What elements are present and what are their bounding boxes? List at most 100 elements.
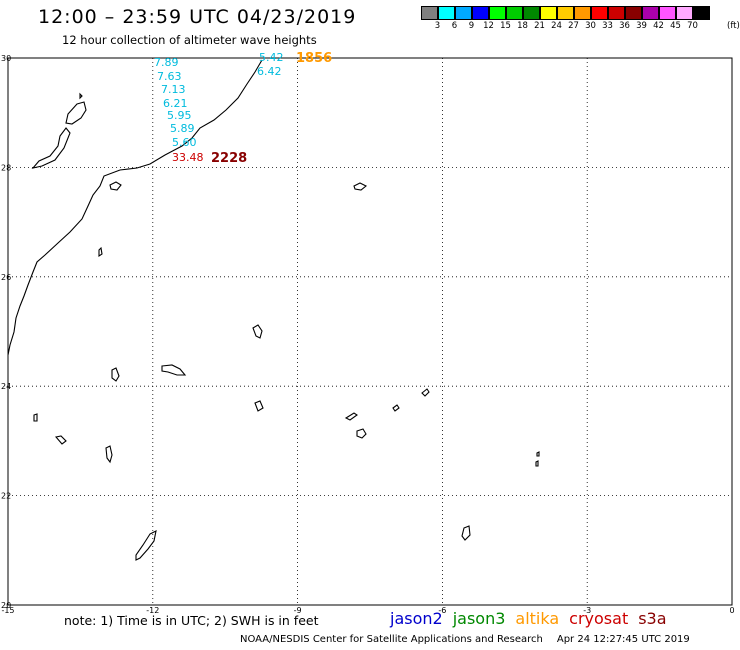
legend-swatches [421,6,710,20]
island-small-m [392,404,400,412]
satellite-cryosat: cryosat [569,609,629,628]
legend-label: 33 [602,21,613,31]
lon-tick-label: -6 [438,606,446,615]
satellite-jason2: jason2 [390,609,443,628]
island-small-b [353,182,368,191]
islands [31,92,540,561]
legend-label: 3 [434,21,441,31]
island-small-l [356,428,367,439]
island-small-j [105,445,113,464]
legend-label: 45 [670,21,681,31]
lat-tick-label: 26 [1,273,11,282]
wave-height-legend: 3 6 9 12 15 18 21 24 27 30 33 36 39 42 45 70 (ft) [421,6,740,31]
legend-swatch [676,6,693,20]
legend-swatch [557,6,574,20]
lat-tick-label: 24 [1,382,11,391]
legend-swatch [421,6,438,20]
legend-label: 9 [468,21,475,31]
lon-tick-label: -3 [583,606,591,615]
map-frame [7,57,733,606]
satellite-jason3: jason3 [452,609,506,628]
legend-swatch [625,6,642,20]
legend-swatch [693,6,710,20]
legend-label: 21 [534,21,545,31]
legend-swatch [455,6,472,20]
map-title: 12:00 – 23:59 UTC 04/23/2019 [38,6,357,28]
island-fuerteventura [31,127,71,169]
legend-swatch [642,6,659,20]
legend-swatch [608,6,625,20]
legend-labels: 3 6 9 12 15 18 21 24 27 30 33 36 39 42 45 70 [421,21,710,31]
island-small-g [254,400,264,412]
legend-label: 27 [568,21,579,31]
island-small-r [135,530,157,561]
map-grid [7,57,733,606]
legend-label: 6 [451,21,458,31]
credit-text: NOAA/NESDIS Center for Satellite Applica… [240,634,543,645]
axis-labels: -15 -12 -9 -6 -3 0 30 28 26 24 22 20 [1,54,735,615]
wave-height-value: 5.60 [172,136,197,149]
satellite-legend: jason2 jason3 altika cryosat s3a [390,609,677,628]
footer-note: note: 1) Time is in UTC; 2) SWH is in fe… [64,613,319,628]
legend-label: 12 [483,21,494,31]
wave-height-value: 5.89 [170,122,195,135]
legend-swatch [438,6,455,20]
satellite-s3a: s3a [638,609,667,628]
legend-label: 24 [551,21,562,31]
legend-label: 15 [500,21,511,31]
lon-tick-label: -12 [146,606,159,615]
legend-swatch [472,6,489,20]
legend-swatch [574,6,591,20]
wave-height-value: 33.48 [172,151,204,164]
lon-tick-label: -15 [1,606,14,615]
island-small-f [161,364,187,376]
legend-label: 36 [619,21,630,31]
legend-swatch [659,6,676,20]
legend-swatch [506,6,523,20]
legend-unit: (ft) [727,21,740,31]
wave-height-value: 6.42 [257,65,282,78]
wave-height-value: 7.89 [154,56,179,69]
legend-swatch [489,6,506,20]
african-coastline [7,59,263,356]
track-time-label: 1856 [296,51,332,66]
island-small-e [111,367,120,382]
legend-swatch [523,6,540,20]
island-small-n [421,388,430,397]
island-small-o [536,451,540,457]
legend-label: 18 [517,21,528,31]
island-small-a [109,181,122,191]
track-labels: 5.426.42 7.897.637.136.215.955.895.60 1856… [154,51,332,166]
legend-swatch [591,6,608,20]
lon-tick-label: 0 [729,606,734,615]
footer-credit: NOAA/NESDIS Center for Satellite Applica… [240,634,690,645]
island-small-q [461,525,471,541]
wave-height-value: 6.21 [163,97,188,110]
wave-height-value: 7.13 [161,83,186,96]
island-small-d [252,324,263,339]
legend-swatch [540,6,557,20]
lon-tick-label: -9 [294,606,302,615]
island-lanzarote [65,101,87,125]
island-small-p [535,460,539,467]
wave-height-value: 5.95 [167,109,192,122]
island-small-k [344,412,358,421]
lat-tick-label: 22 [1,492,11,501]
map-subtitle: 12 hour collection of altimeter wave hei… [62,33,317,47]
legend-label: 39 [636,21,647,31]
legend-label: 30 [585,21,596,31]
lat-tick-label: 20 [1,601,11,610]
credit-timestamp: Apr 24 12:27:45 UTC 2019 [556,634,690,645]
lat-tick-label: 28 [1,163,11,172]
island-small-c [98,246,103,258]
island-small-h [33,413,38,422]
track-time-label: 2228 [211,151,247,166]
legend-label: 42 [653,21,664,31]
legend-label: 70 [687,21,698,31]
wave-height-value: 7.63 [157,70,182,83]
island-small-i [54,435,67,445]
satellite-altika: altika [515,609,560,628]
island-dot [79,92,83,100]
lat-tick-label: 30 [1,54,11,63]
